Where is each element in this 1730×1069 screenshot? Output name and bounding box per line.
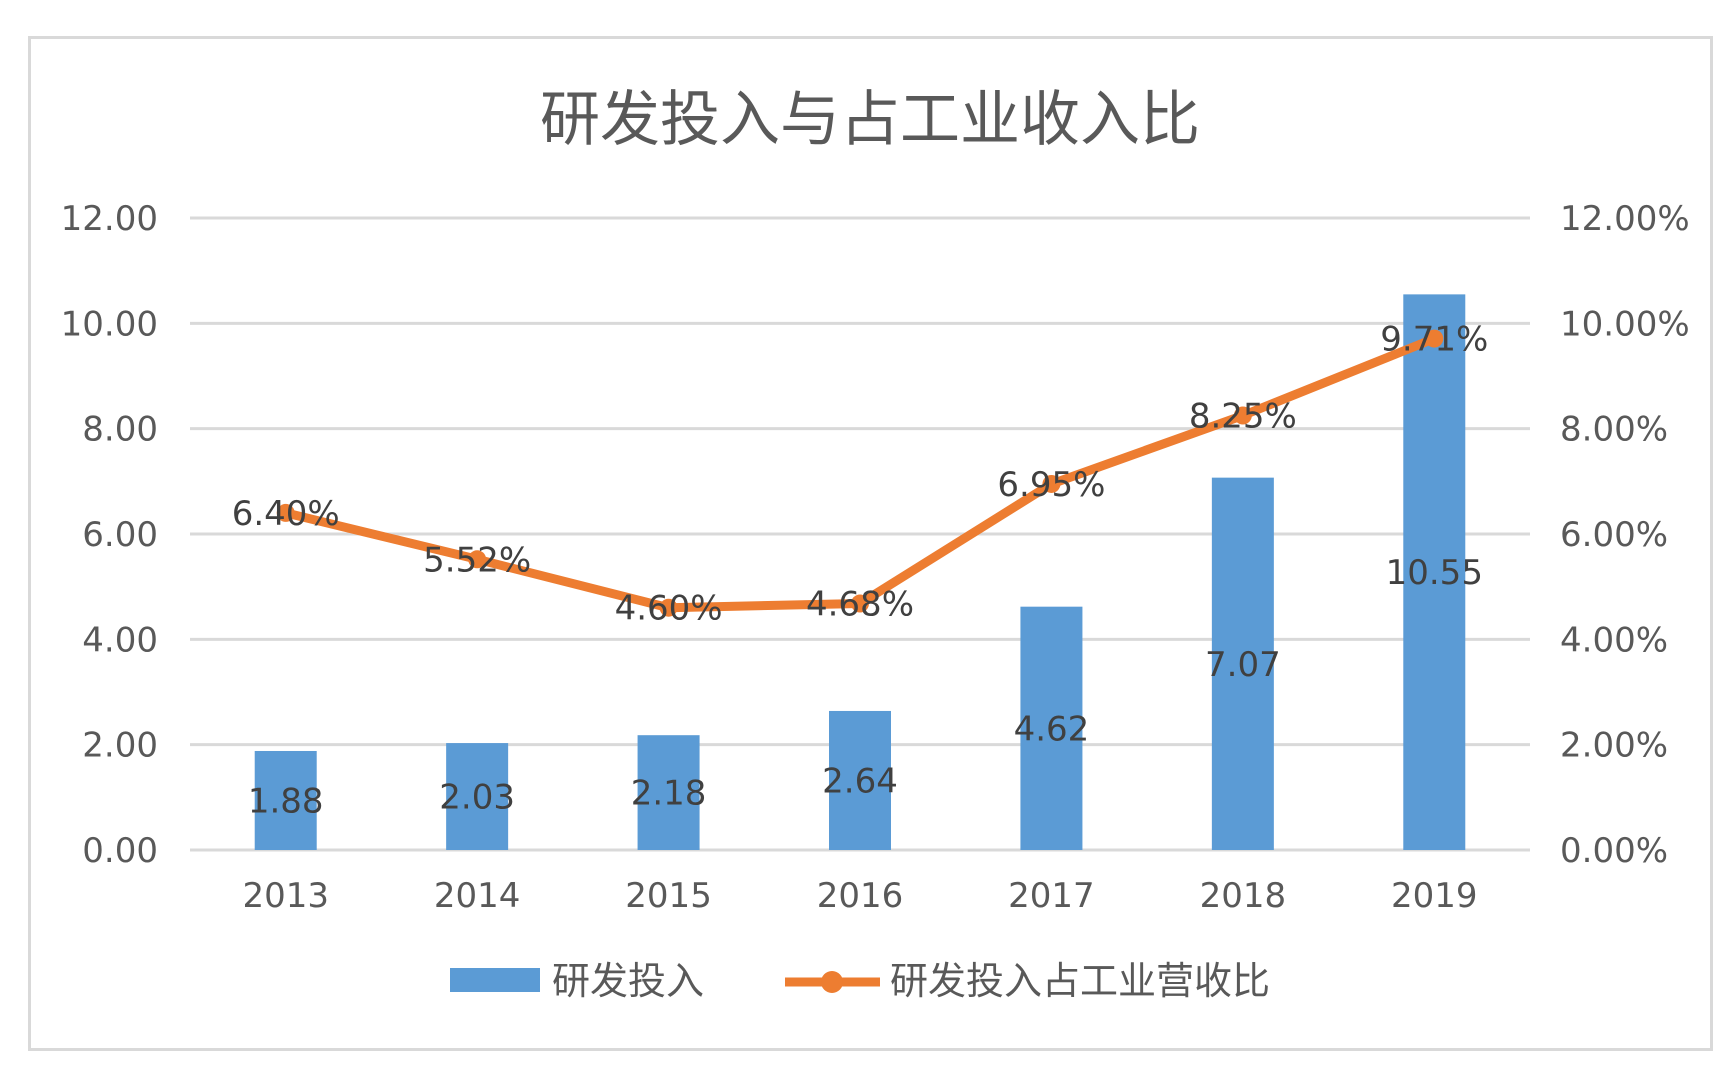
- legend-label-line: 研发投入占工业营收比: [890, 959, 1270, 1003]
- x-tick-label: 2013: [242, 876, 329, 916]
- y-left-tick-label: 8.00: [82, 410, 158, 450]
- y-left-tick-label: 10.00: [61, 304, 158, 344]
- bar-value-label: 10.55: [1386, 553, 1483, 593]
- x-axis: 2013 2014 2015 2016 2017 2018 2019: [242, 876, 1477, 916]
- legend: 研发投入 研发投入占工业营收比: [450, 959, 1270, 1003]
- data-labels-group: 1.88 2.03 2.18 2.64 4.62 7.07 10.55 6.40% 5.52% 4…: [232, 320, 1489, 822]
- y-right-tick-label: 12.00%: [1560, 199, 1690, 239]
- line-point: [659, 598, 678, 617]
- right-axis: 0.00% 2.00% 4.00% 6.00% 8.00% 10.00% 12.00%: [1560, 199, 1690, 871]
- y-left-tick-label: 4.00: [82, 620, 158, 660]
- line-value-label: 9.71%: [1380, 320, 1488, 360]
- y-left-tick-label: 0.00: [82, 831, 158, 871]
- bars-group: [254, 294, 1466, 850]
- bar: [254, 750, 317, 850]
- bar: [1403, 294, 1466, 850]
- left-axis: 0.00 2.00 4.00 6.00 8.00 10.00 12.00: [61, 199, 158, 871]
- x-tick-label: 2017: [1008, 876, 1095, 916]
- bar: [829, 710, 891, 850]
- bar-value-label: 2.18: [631, 774, 707, 814]
- line-point: [1042, 474, 1061, 493]
- y-right-tick-label: 0.00%: [1560, 831, 1668, 871]
- line-point: [1425, 329, 1444, 348]
- line-value-label: 6.95%: [997, 465, 1105, 505]
- line-point: [1233, 406, 1252, 425]
- x-tick-label: 2018: [1200, 876, 1287, 916]
- bar: [637, 735, 700, 850]
- bar: [446, 743, 509, 850]
- legend-swatch-marker: [821, 971, 843, 993]
- line-point: [851, 594, 869, 613]
- line-point: [468, 550, 487, 569]
- y-right-tick-label: 4.00%: [1560, 620, 1668, 660]
- x-tick-label: 2016: [817, 876, 904, 916]
- bar-value-label: 2.64: [822, 761, 898, 801]
- bar-value-label: 1.88: [248, 781, 324, 821]
- legend-label-bar: 研发投入: [552, 959, 704, 1003]
- y-left-tick-label: 6.00: [82, 515, 158, 555]
- x-tick-label: 2019: [1391, 876, 1478, 916]
- bar-value-label: 4.62: [1014, 709, 1090, 749]
- x-tick-label: 2014: [434, 876, 521, 916]
- y-left-tick-label: 2.00: [82, 726, 158, 766]
- bar-value-label: 7.07: [1205, 645, 1281, 685]
- y-right-tick-label: 8.00%: [1560, 410, 1668, 450]
- y-right-tick-label: 10.00%: [1560, 304, 1690, 344]
- y-right-tick-label: 6.00%: [1560, 515, 1668, 555]
- gridlines: [190, 216, 1530, 852]
- line-value-label: 6.40%: [232, 494, 340, 534]
- line-point: [276, 503, 295, 522]
- chart-title: 研发投入与占工业收入比: [540, 85, 1200, 155]
- x-tick-label: 2015: [625, 876, 712, 916]
- bar: [1211, 477, 1274, 850]
- legend-swatch-bar: [450, 968, 540, 992]
- y-left-tick-label: 12.00: [61, 199, 158, 239]
- bar-value-label: 2.03: [439, 778, 515, 818]
- line-value-label: 8.25%: [1189, 397, 1297, 437]
- bar: [1020, 606, 1083, 850]
- line-value-label: 4.60%: [615, 589, 723, 629]
- line-value-label: 5.52%: [423, 540, 531, 580]
- line-series-group: [276, 329, 1444, 617]
- y-right-tick-label: 2.00%: [1560, 726, 1668, 766]
- line-value-label: 4.68%: [806, 585, 914, 625]
